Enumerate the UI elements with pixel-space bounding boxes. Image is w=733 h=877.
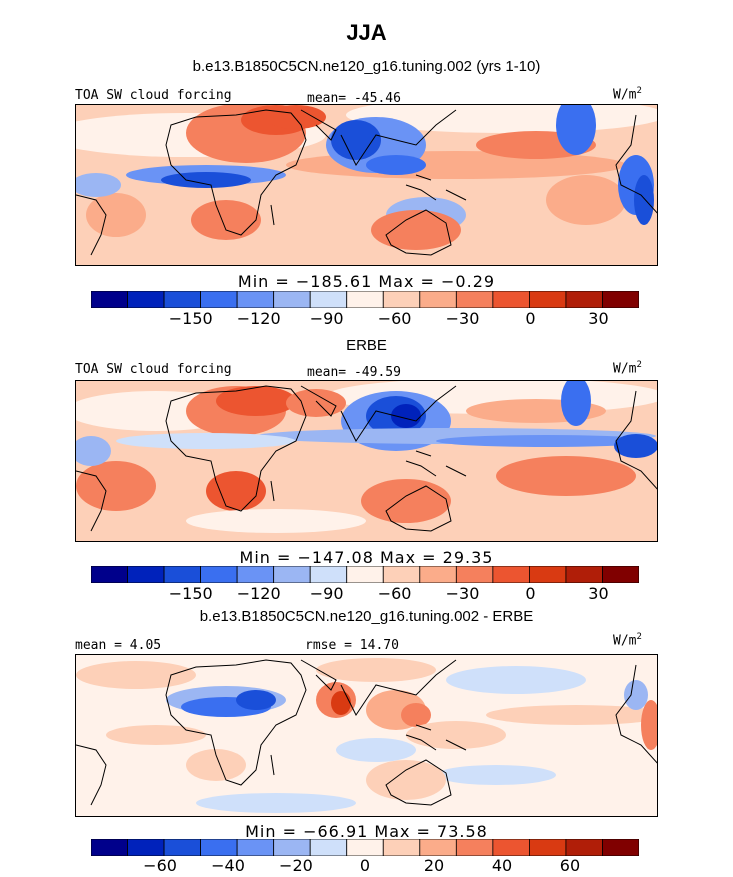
colorbar-swatch: [273, 839, 311, 856]
panel-1-units: W/m2: [613, 86, 642, 103]
colorbar-swatch: [273, 291, 311, 308]
panel-1-tick: −150: [168, 309, 213, 328]
colorbar-swatch: [492, 291, 530, 308]
colorbar-swatch: [163, 566, 201, 583]
colorbar-swatch: [492, 839, 530, 856]
panel-3-rmse-label: rmse = 14.70: [305, 638, 399, 653]
colorbar-swatch: [455, 291, 494, 308]
panel-1-tick: −120: [236, 309, 281, 328]
panel-2-subtitle: ERBE: [346, 337, 387, 354]
panel-2-colorbar-ticks: −150 −120 −90 −60 −30 0 30: [91, 584, 639, 604]
colorbar-swatch: [200, 566, 238, 583]
panel-1-tick: −60: [377, 309, 412, 328]
panel-1-tick: −30: [445, 309, 480, 328]
colorbar-swatch: [419, 291, 457, 308]
colorbar-swatch: [382, 839, 421, 856]
panel-1-tick: 0: [525, 309, 536, 328]
colorbar-swatch: [382, 566, 421, 583]
panel-3-subtitle: b.e13.B1850C5CN.ne120_g16.tuning.002 - E…: [199, 608, 534, 625]
panel-1-field-label: TOA SW cloud forcing: [75, 88, 232, 103]
colorbar-swatch: [528, 839, 567, 856]
panel-2-tick: −30: [445, 584, 480, 603]
colorbar-swatch: [163, 839, 201, 856]
colorbar-swatch: [565, 291, 603, 308]
panel-3-map-svg: [76, 655, 657, 816]
panel-3-mean-label: mean = 4.05: [75, 638, 162, 653]
colorbar-swatch: [91, 839, 128, 856]
colorbar-swatch: [455, 839, 494, 856]
colorbar-swatch: [273, 566, 311, 583]
colorbar-swatch: [236, 566, 275, 583]
colorbar-swatch: [200, 839, 238, 856]
colorbar-swatch: [346, 291, 384, 308]
colorbar-swatch: [602, 566, 639, 583]
figure-title: JJA: [346, 20, 387, 45]
panel-2-min-max: Min = −147.08 Max = 29.35: [239, 548, 494, 567]
colorbar-swatch: [565, 566, 603, 583]
panel-2-map-svg: [76, 381, 657, 541]
colorbar-swatch: [236, 839, 275, 856]
colorbar-swatch: [346, 839, 384, 856]
panel-2-tick: 30: [588, 584, 609, 603]
panel-3-tick: 20: [423, 856, 445, 875]
colorbar-swatch: [528, 291, 567, 308]
colorbar-swatch: [492, 566, 530, 583]
colorbar-swatch: [91, 291, 128, 308]
colorbar-swatch: [602, 291, 639, 308]
colorbar-swatch: [419, 566, 457, 583]
panel-3-tick: −60: [143, 856, 177, 875]
panel-2-tick: 0: [525, 584, 536, 603]
colorbar-swatch: [419, 839, 457, 856]
panel-3-tick: 0: [359, 856, 371, 875]
panel-3-min-max: Min = −66.91 Max = 73.58: [245, 822, 488, 841]
panel-1-map-svg: [76, 105, 657, 265]
panel-1-colorbar-ticks: −150 −120 −90 −60 −30 0 30: [91, 309, 639, 329]
panel-3-colorbar: [91, 839, 639, 856]
colorbar-swatch: [127, 839, 165, 856]
panel-2-tick: −90: [309, 584, 344, 603]
colorbar-swatch: [602, 839, 639, 856]
colorbar-swatch: [528, 566, 567, 583]
panel-2-units: W/m2: [613, 360, 642, 377]
colorbar-swatch: [565, 839, 603, 856]
panel-2-mean-label: mean= -49.59: [307, 365, 401, 380]
panel-1-colorbar: [91, 291, 639, 308]
colorbar-swatch: [127, 566, 165, 583]
panel-1-subtitle: b.e13.B1850C5CN.ne120_g16.tuning.002 (yr…: [192, 58, 541, 75]
panel-1-min-max: Min = −185.61 Max = −0.29: [237, 272, 496, 291]
colorbar-swatch: [455, 566, 494, 583]
colorbar-swatch: [309, 566, 348, 583]
panel-2-tick: −150: [168, 584, 213, 603]
panel-2-tick: −120: [236, 584, 281, 603]
panel-3-tick: −20: [279, 856, 313, 875]
colorbar-swatch: [309, 839, 348, 856]
panel-3-tick: 40: [491, 856, 513, 875]
panel-1-map: [75, 104, 658, 266]
panel-2-tick: −60: [377, 584, 412, 603]
panel-3-tick: −40: [211, 856, 245, 875]
colorbar-swatch: [309, 291, 348, 308]
panel-1-mean-label: mean= -45.46: [307, 91, 401, 106]
panel-2-colorbar: [91, 566, 639, 583]
colorbar-swatch: [346, 566, 384, 583]
panel-3-map: [75, 654, 658, 817]
panel-2-map: [75, 380, 658, 542]
colorbar-swatch: [236, 291, 275, 308]
panel-3-tick: 60: [559, 856, 581, 875]
panel-2-field-label: TOA SW cloud forcing: [75, 362, 232, 377]
panel-3-units: W/m2: [613, 632, 642, 649]
panel-1-tick: 30: [588, 309, 609, 328]
colorbar-swatch: [127, 291, 165, 308]
panel-3-colorbar-ticks: −60 −40 −20 0 20 40 60: [91, 856, 639, 876]
colorbar-swatch: [200, 291, 238, 308]
colorbar-swatch: [91, 566, 128, 583]
colorbar-swatch: [382, 291, 421, 308]
colorbar-swatch: [163, 291, 201, 308]
panel-1-tick: −90: [309, 309, 344, 328]
